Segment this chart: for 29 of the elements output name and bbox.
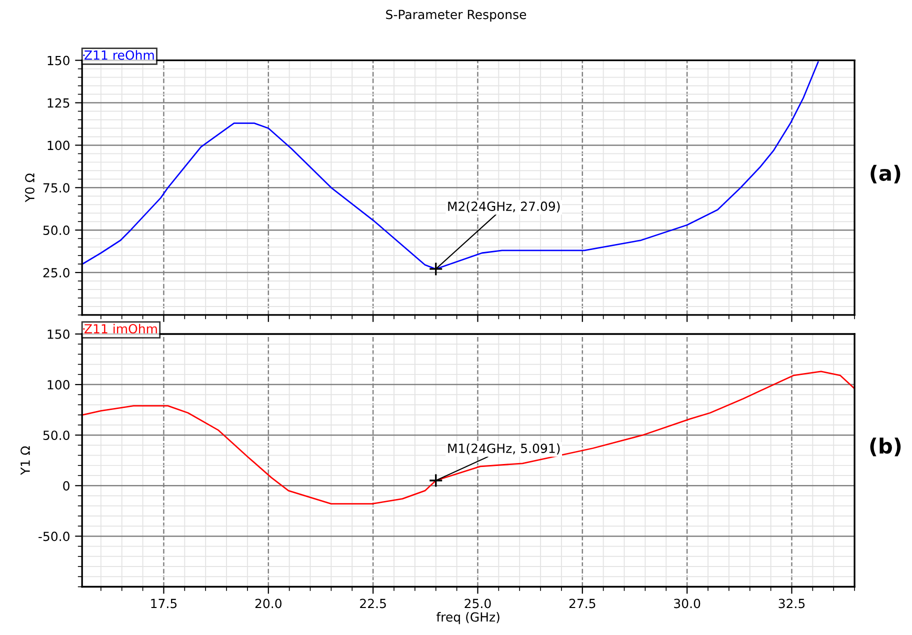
x-tick-label: 30.0 [674, 598, 700, 608]
text: (a) [870, 164, 900, 184]
annotation: M2(24GHz, 27.09) [448, 201, 560, 212]
annotation: M1(24GHz, 5.091) [448, 443, 560, 455]
x-axis-title: freq (GHz) [436, 612, 500, 624]
y-tick-label: 100 [48, 380, 70, 390]
y-axis-title: Y1 Ω [20, 446, 30, 475]
line-series [82, 370, 855, 505]
y-axis-title: Y0 Ω [25, 174, 34, 202]
y-tick-label: -50.0 [38, 532, 70, 542]
chart-title: S-Parameter Response [386, 10, 526, 22]
x-tick-label: 27.5 [569, 598, 596, 608]
y-tick-label: 125 [48, 98, 70, 108]
y-tick-label: 50.0 [43, 430, 70, 440]
legend-label: Z11 reOhm [84, 50, 154, 60]
legend-label: Z11 imOhm [84, 324, 157, 334]
y-tick-label: 150 [48, 56, 70, 66]
y-tick-label: 100 [48, 140, 70, 150]
y-tick-label: 50.0 [43, 226, 70, 236]
y-tick-label: 25.0 [43, 268, 70, 278]
y-tick-label: 150 [48, 329, 70, 339]
text: (b) [870, 438, 901, 456]
x-tick-label: 20.0 [255, 598, 282, 608]
y-tick-label: 75.0 [43, 183, 70, 193]
x-tick-label: 25.0 [464, 598, 491, 608]
y-tick-label: 0 [63, 481, 70, 491]
x-tick-label: 32.5 [778, 598, 805, 608]
x-tick-label: 22.5 [360, 598, 386, 608]
x-tick-label: 17.5 [151, 598, 177, 608]
